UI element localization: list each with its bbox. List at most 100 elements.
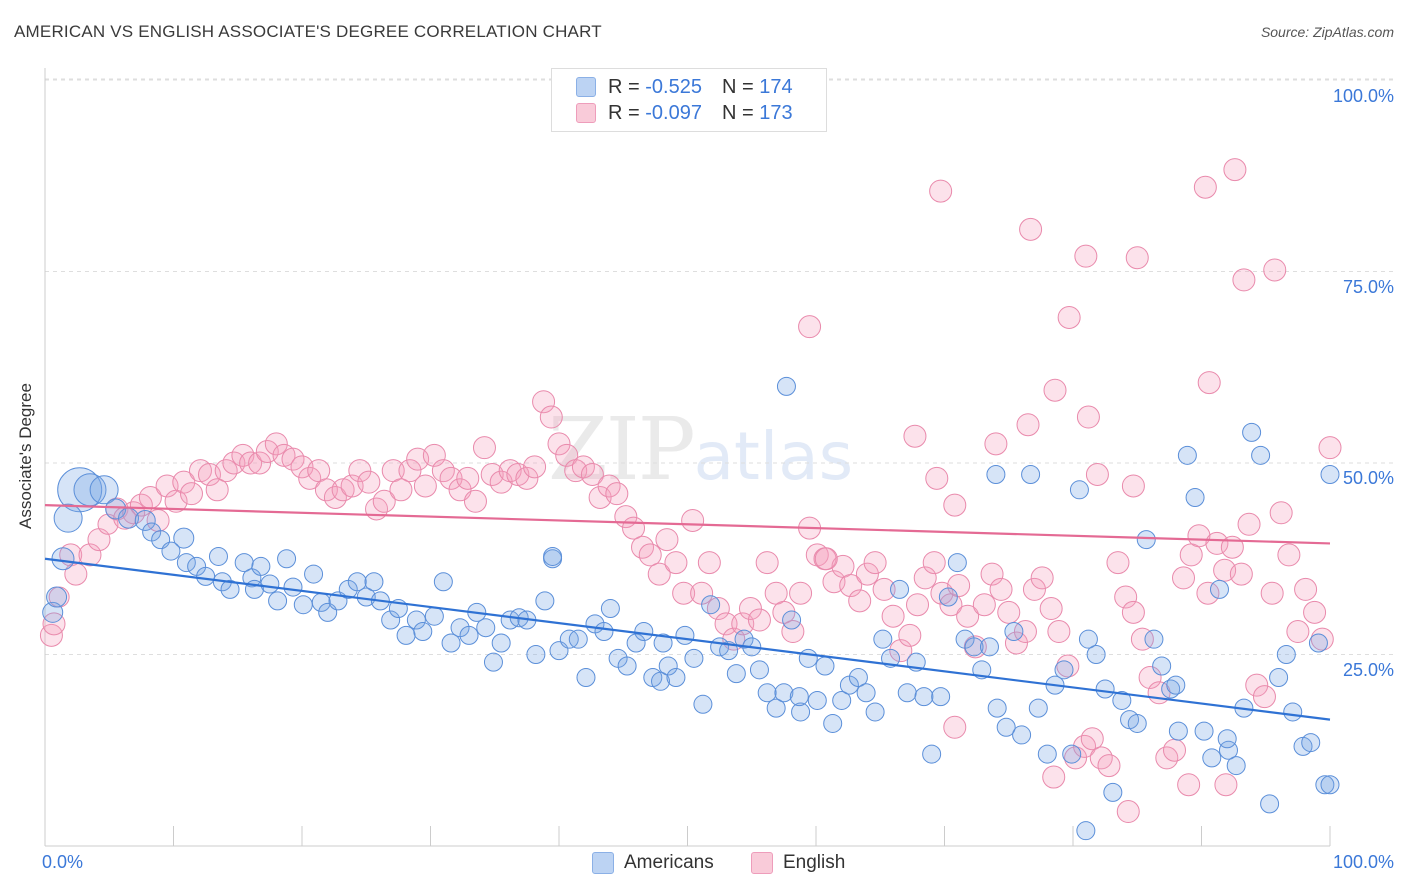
point-americans [987,698,1007,718]
point-english [1229,562,1253,586]
point-english [1004,631,1028,655]
point-english [1318,436,1342,460]
point-english [989,577,1013,601]
point-americans [1166,675,1186,695]
point-americans [1260,794,1280,814]
point-english [1076,405,1100,429]
point-americans [848,667,868,687]
point-english [1121,474,1145,498]
point-americans [1308,633,1328,653]
y-tick-label-75: 75.0% [1342,277,1394,297]
point-americans [1069,480,1089,500]
point-english [571,455,595,479]
point-americans [173,527,195,549]
legend-r-value-americans: -0.525 [645,75,702,98]
point-americans [890,579,910,599]
point-americans [1012,725,1032,745]
legend-label-americans: Americans [624,852,714,873]
point-english [1286,620,1310,644]
point-english [547,432,571,456]
point-americans [617,656,637,676]
point-americans [986,464,1006,484]
point-americans [873,629,893,649]
point-english [523,455,547,479]
point-americans [600,599,620,619]
point-americans [1283,702,1303,722]
point-english [898,623,922,647]
point-english [472,436,496,460]
point-americans [396,625,416,645]
point-americans [757,683,777,703]
point-english [389,478,413,502]
legend-n-label: N = [721,101,754,124]
point-english [789,581,813,605]
point-english [997,600,1021,624]
point-americans [268,591,288,611]
point-english [1106,551,1130,575]
legend-item-english[interactable]: English [751,852,845,874]
point-english [1016,413,1040,437]
point-americans [260,574,280,594]
point-english [1085,462,1109,486]
point-americans [413,622,433,642]
point-english [179,482,203,506]
point-americans [776,376,796,396]
point-americans [766,698,786,718]
point-americans [424,606,444,626]
point-english [1030,566,1054,590]
legend-item-americans[interactable]: Americans [592,852,714,874]
point-english [943,493,967,517]
point-americans [749,660,769,680]
point-english [848,589,872,613]
point-english [697,551,721,575]
point-english [1057,305,1081,329]
point-americans [1202,748,1222,768]
point-english [738,597,762,621]
point-english [1252,685,1276,709]
point-americans [347,572,367,592]
point-americans [1021,464,1041,484]
point-english [622,516,646,540]
point-english [1097,754,1121,778]
point-english [448,478,472,502]
point-americans [1194,721,1214,741]
point-english [1114,585,1138,609]
point-english [580,462,604,486]
point-americans [651,671,671,691]
point-americans [1242,422,1262,442]
point-americans [1144,629,1164,649]
legend-n-value-americans: 174 [759,75,793,98]
y-axis-label: Associate's Degree [16,383,35,529]
point-english [605,482,629,506]
point-english [943,715,967,739]
point-english [747,608,771,632]
series-legend: Americans English [0,852,1406,878]
watermark-atlas: atlas [693,418,854,495]
point-americans [381,610,401,630]
legend-r-label: R = [608,101,640,124]
point-english [647,562,671,586]
point-english [439,466,463,490]
point-english [281,447,305,471]
correlation-legend: R = -0.525 N = 174 R = -0.097 N = 173 [551,68,827,132]
point-english [980,562,1004,586]
point-americans [161,541,181,561]
y-tick-label-25: 25.0% [1342,660,1394,680]
point-americans [53,503,83,533]
point-english [913,566,937,590]
point-english [1196,581,1220,605]
point-americans [947,553,967,573]
point-americans [782,610,802,630]
point-americans [996,717,1016,737]
point-americans [251,556,271,576]
point-americans [526,645,546,664]
point-americans [1226,756,1246,776]
y-tick-label-50: 50.0% [1342,468,1394,488]
point-english [1303,600,1327,624]
point-english [1187,524,1211,548]
point-english [638,543,662,567]
point-americans [576,667,596,687]
point-americans [535,591,555,611]
point-english [1163,738,1187,762]
